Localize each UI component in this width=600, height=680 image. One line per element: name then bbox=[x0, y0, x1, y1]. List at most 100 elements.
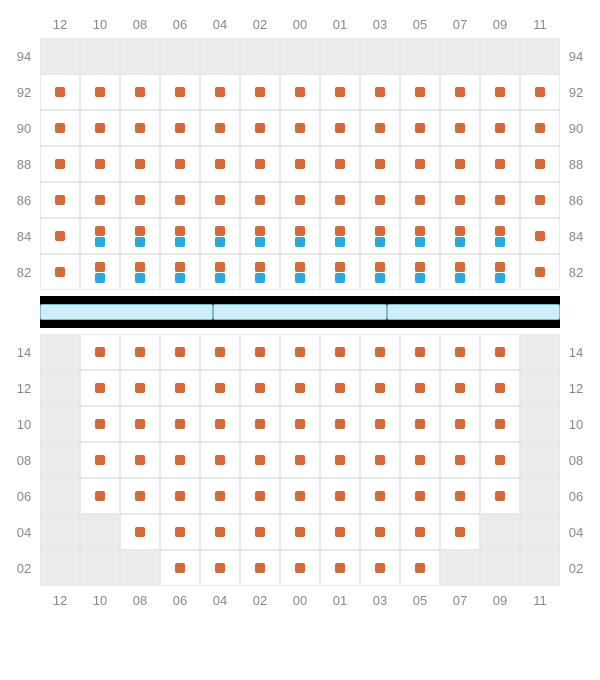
seat-icon[interactable] bbox=[135, 226, 145, 236]
seat-cell[interactable] bbox=[240, 182, 280, 218]
seat-icon[interactable] bbox=[215, 159, 225, 169]
seat-icon[interactable] bbox=[375, 159, 385, 169]
seat-cell[interactable] bbox=[240, 334, 280, 370]
seat-icon[interactable] bbox=[135, 123, 145, 133]
seat-icon[interactable] bbox=[95, 347, 105, 357]
seat-icon[interactable] bbox=[55, 159, 65, 169]
seat-cell[interactable] bbox=[280, 514, 320, 550]
seat-cell[interactable] bbox=[360, 218, 400, 254]
seat-icon[interactable] bbox=[535, 267, 545, 277]
seat-cell[interactable] bbox=[160, 146, 200, 182]
seat-icon[interactable] bbox=[335, 123, 345, 133]
seat-cell[interactable] bbox=[520, 74, 560, 110]
seat-cell[interactable] bbox=[440, 146, 480, 182]
seat-cell[interactable] bbox=[360, 442, 400, 478]
seat-cell[interactable] bbox=[280, 74, 320, 110]
seat-icon[interactable] bbox=[335, 195, 345, 205]
seat-cell[interactable] bbox=[200, 254, 240, 290]
seat-icon[interactable] bbox=[295, 563, 305, 573]
seat-icon[interactable] bbox=[175, 123, 185, 133]
seat-cell[interactable] bbox=[360, 146, 400, 182]
seat-cell[interactable] bbox=[120, 334, 160, 370]
seat-icon[interactable] bbox=[415, 419, 425, 429]
seat-icon[interactable] bbox=[175, 159, 185, 169]
seat-icon[interactable] bbox=[375, 347, 385, 357]
seat-cell[interactable] bbox=[480, 74, 520, 110]
seat-icon[interactable] bbox=[415, 273, 425, 283]
seat-cell[interactable] bbox=[280, 334, 320, 370]
seat-icon[interactable] bbox=[175, 383, 185, 393]
seat-cell[interactable] bbox=[80, 110, 120, 146]
seat-icon[interactable] bbox=[535, 195, 545, 205]
seat-icon[interactable] bbox=[215, 383, 225, 393]
seat-icon[interactable] bbox=[415, 159, 425, 169]
seat-cell[interactable] bbox=[280, 254, 320, 290]
seat-cell[interactable] bbox=[240, 370, 280, 406]
seat-icon[interactable] bbox=[295, 455, 305, 465]
seat-cell[interactable] bbox=[320, 478, 360, 514]
seat-icon[interactable] bbox=[255, 262, 265, 272]
seat-icon[interactable] bbox=[415, 455, 425, 465]
seat-icon[interactable] bbox=[175, 455, 185, 465]
seat-cell[interactable] bbox=[480, 406, 520, 442]
seat-cell[interactable] bbox=[400, 218, 440, 254]
seat-icon[interactable] bbox=[215, 262, 225, 272]
seat-icon[interactable] bbox=[135, 491, 145, 501]
seat-cell[interactable] bbox=[240, 146, 280, 182]
seat-cell[interactable] bbox=[360, 514, 400, 550]
seat-cell[interactable] bbox=[480, 146, 520, 182]
seat-icon[interactable] bbox=[375, 226, 385, 236]
seat-cell[interactable] bbox=[280, 182, 320, 218]
seat-icon[interactable] bbox=[135, 273, 145, 283]
seat-icon[interactable] bbox=[455, 262, 465, 272]
seat-cell[interactable] bbox=[480, 478, 520, 514]
seat-cell[interactable] bbox=[200, 110, 240, 146]
seat-icon[interactable] bbox=[55, 231, 65, 241]
seat-icon[interactable] bbox=[135, 419, 145, 429]
seat-cell[interactable] bbox=[280, 478, 320, 514]
seat-icon[interactable] bbox=[455, 491, 465, 501]
seat-icon[interactable] bbox=[215, 273, 225, 283]
seat-cell[interactable] bbox=[80, 334, 120, 370]
seat-cell[interactable] bbox=[280, 442, 320, 478]
seat-icon[interactable] bbox=[255, 527, 265, 537]
seat-icon[interactable] bbox=[455, 455, 465, 465]
seat-cell[interactable] bbox=[320, 110, 360, 146]
seat-icon[interactable] bbox=[95, 383, 105, 393]
seat-icon[interactable] bbox=[295, 237, 305, 247]
seat-cell[interactable] bbox=[240, 74, 280, 110]
seat-icon[interactable] bbox=[255, 273, 265, 283]
seat-icon[interactable] bbox=[415, 563, 425, 573]
seat-cell[interactable] bbox=[120, 146, 160, 182]
seat-icon[interactable] bbox=[335, 527, 345, 537]
seat-cell[interactable] bbox=[320, 334, 360, 370]
seat-icon[interactable] bbox=[495, 491, 505, 501]
seat-cell[interactable] bbox=[280, 370, 320, 406]
seat-icon[interactable] bbox=[175, 237, 185, 247]
seat-cell[interactable] bbox=[400, 370, 440, 406]
seat-cell[interactable] bbox=[160, 442, 200, 478]
seat-cell[interactable] bbox=[480, 442, 520, 478]
seat-cell[interactable] bbox=[200, 406, 240, 442]
seat-cell[interactable] bbox=[320, 514, 360, 550]
seat-cell[interactable] bbox=[40, 110, 80, 146]
seat-icon[interactable] bbox=[175, 419, 185, 429]
seat-icon[interactable] bbox=[335, 87, 345, 97]
seat-icon[interactable] bbox=[55, 123, 65, 133]
seat-cell[interactable] bbox=[440, 442, 480, 478]
seat-cell[interactable] bbox=[120, 370, 160, 406]
seat-cell[interactable] bbox=[440, 74, 480, 110]
seat-icon[interactable] bbox=[175, 273, 185, 283]
seat-icon[interactable] bbox=[175, 87, 185, 97]
seat-cell[interactable] bbox=[320, 370, 360, 406]
seat-cell[interactable] bbox=[200, 182, 240, 218]
seat-icon[interactable] bbox=[455, 383, 465, 393]
seat-icon[interactable] bbox=[415, 383, 425, 393]
seat-icon[interactable] bbox=[375, 262, 385, 272]
seat-icon[interactable] bbox=[135, 195, 145, 205]
seat-icon[interactable] bbox=[295, 419, 305, 429]
seat-icon[interactable] bbox=[335, 237, 345, 247]
seat-cell[interactable] bbox=[360, 370, 400, 406]
seat-cell[interactable] bbox=[120, 218, 160, 254]
seat-icon[interactable] bbox=[175, 527, 185, 537]
